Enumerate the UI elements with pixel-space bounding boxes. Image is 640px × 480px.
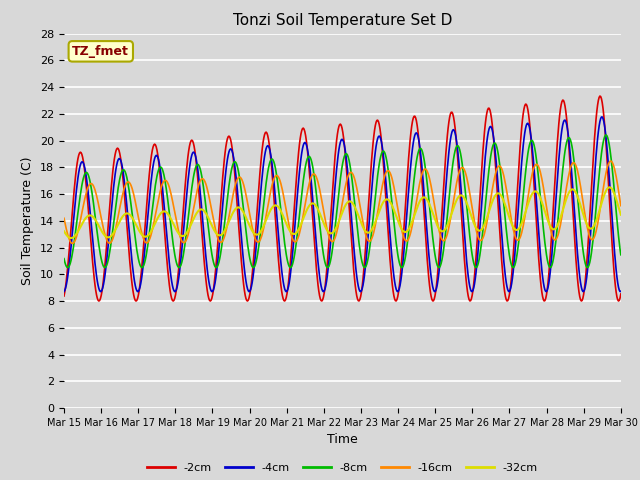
Legend: -2cm, -4cm, -8cm, -16cm, -32cm: -2cm, -4cm, -8cm, -16cm, -32cm [142,458,543,477]
Title: Tonzi Soil Temperature Set D: Tonzi Soil Temperature Set D [233,13,452,28]
X-axis label: Time: Time [327,433,358,446]
Text: TZ_fmet: TZ_fmet [72,45,129,58]
Y-axis label: Soil Temperature (C): Soil Temperature (C) [22,156,35,285]
